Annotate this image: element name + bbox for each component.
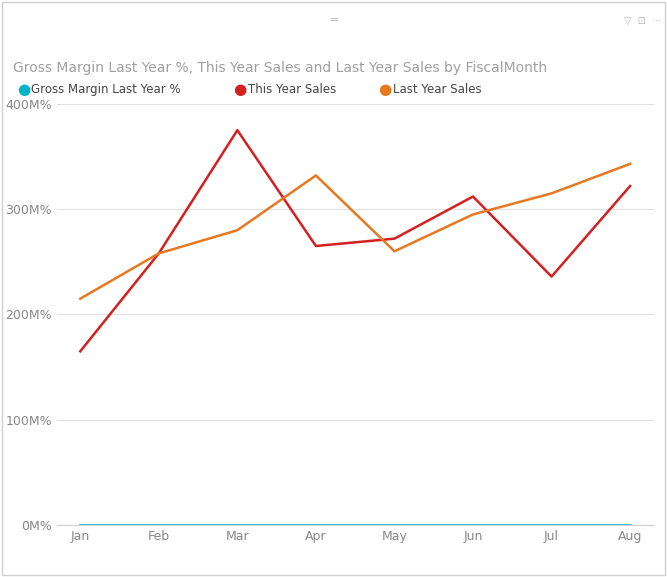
Text: ═: ═ (330, 14, 337, 24)
Text: Gross Margin Last Year %: Gross Margin Last Year % (31, 83, 181, 96)
Text: Last Year Sales: Last Year Sales (393, 83, 482, 96)
Text: ●: ● (233, 82, 247, 97)
Text: ●: ● (17, 82, 30, 97)
Text: This Year Sales: This Year Sales (248, 83, 336, 96)
Text: ●: ● (378, 82, 392, 97)
Text: ▽  ⊡  ···: ▽ ⊡ ··· (624, 16, 661, 26)
Text: Gross Margin Last Year %, This Year Sales and Last Year Sales by FiscalMonth: Gross Margin Last Year %, This Year Sale… (13, 61, 548, 74)
